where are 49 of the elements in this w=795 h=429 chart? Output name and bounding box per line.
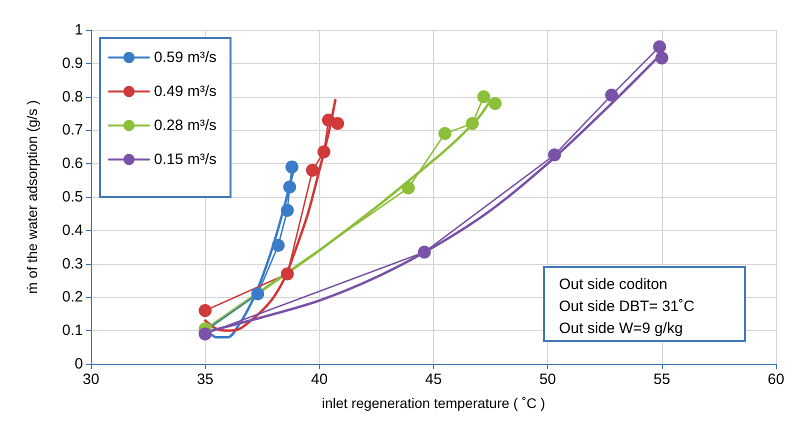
point — [280, 204, 294, 217]
point — [317, 145, 330, 158]
point — [466, 117, 479, 130]
annotation: Out side W=9 g/kg — [559, 319, 684, 339]
point — [488, 96, 502, 110]
y-tick-label: 0 — [74, 356, 83, 372]
y-tick-label: 0.1 — [62, 322, 83, 340]
point — [331, 117, 344, 130]
point — [402, 181, 415, 194]
y-tick-label: 0.4 — [62, 222, 83, 239]
point — [251, 287, 264, 300]
point — [285, 160, 298, 174]
x-tick-label: 30 — [82, 371, 100, 388]
y-tick-label: 0.2 — [62, 288, 83, 306]
x-tick-label: 50 — [539, 371, 556, 388]
legend-label: 0.49 m³/s — [154, 83, 217, 100]
point — [438, 127, 452, 140]
text-box: Out side coditon Out side DBT= 31˚C Out side W=9 g/kg — [543, 266, 746, 342]
annotation: Out side coditon — [559, 275, 668, 295]
x-tick-label: 45 — [425, 371, 442, 388]
y-tick-label: 1 — [74, 22, 83, 38]
x-axis-title: inlet regeneration temperature ( ˚C ) — [322, 395, 546, 411]
point — [272, 238, 285, 252]
y-tick-label: 0.8 — [62, 88, 83, 106]
point — [605, 88, 618, 102]
point — [418, 246, 431, 259]
point — [198, 304, 212, 318]
point — [653, 40, 666, 54]
x-tick-label: 60 — [768, 371, 784, 388]
y-tick-label: 0.3 — [62, 255, 83, 272]
legend-label: 0.28 m³/s — [154, 117, 217, 134]
y-tick-label: 0.7 — [62, 122, 83, 139]
x-tick-label: 55 — [653, 371, 670, 388]
legend-label: 0.59 m³/s — [154, 49, 217, 66]
y-tick-label: 0.6 — [62, 155, 83, 172]
x-tick-label: 35 — [196, 371, 214, 388]
point — [280, 267, 294, 280]
point — [477, 90, 490, 104]
y-axis-title: ṁ of the water adsorption (g/s ) — [24, 100, 40, 294]
annotation: Out side DBT= 31˚C — [559, 297, 696, 317]
y-tick-label: 0.9 — [62, 54, 83, 72]
y-tick-label: 0.5 — [62, 188, 83, 206]
point — [283, 180, 296, 194]
point — [548, 148, 562, 162]
x-tick-label: 40 — [310, 371, 328, 388]
point — [655, 52, 668, 65]
point — [306, 164, 319, 177]
legend-label: 0.15 m³/s — [154, 151, 217, 168]
point — [198, 327, 212, 340]
